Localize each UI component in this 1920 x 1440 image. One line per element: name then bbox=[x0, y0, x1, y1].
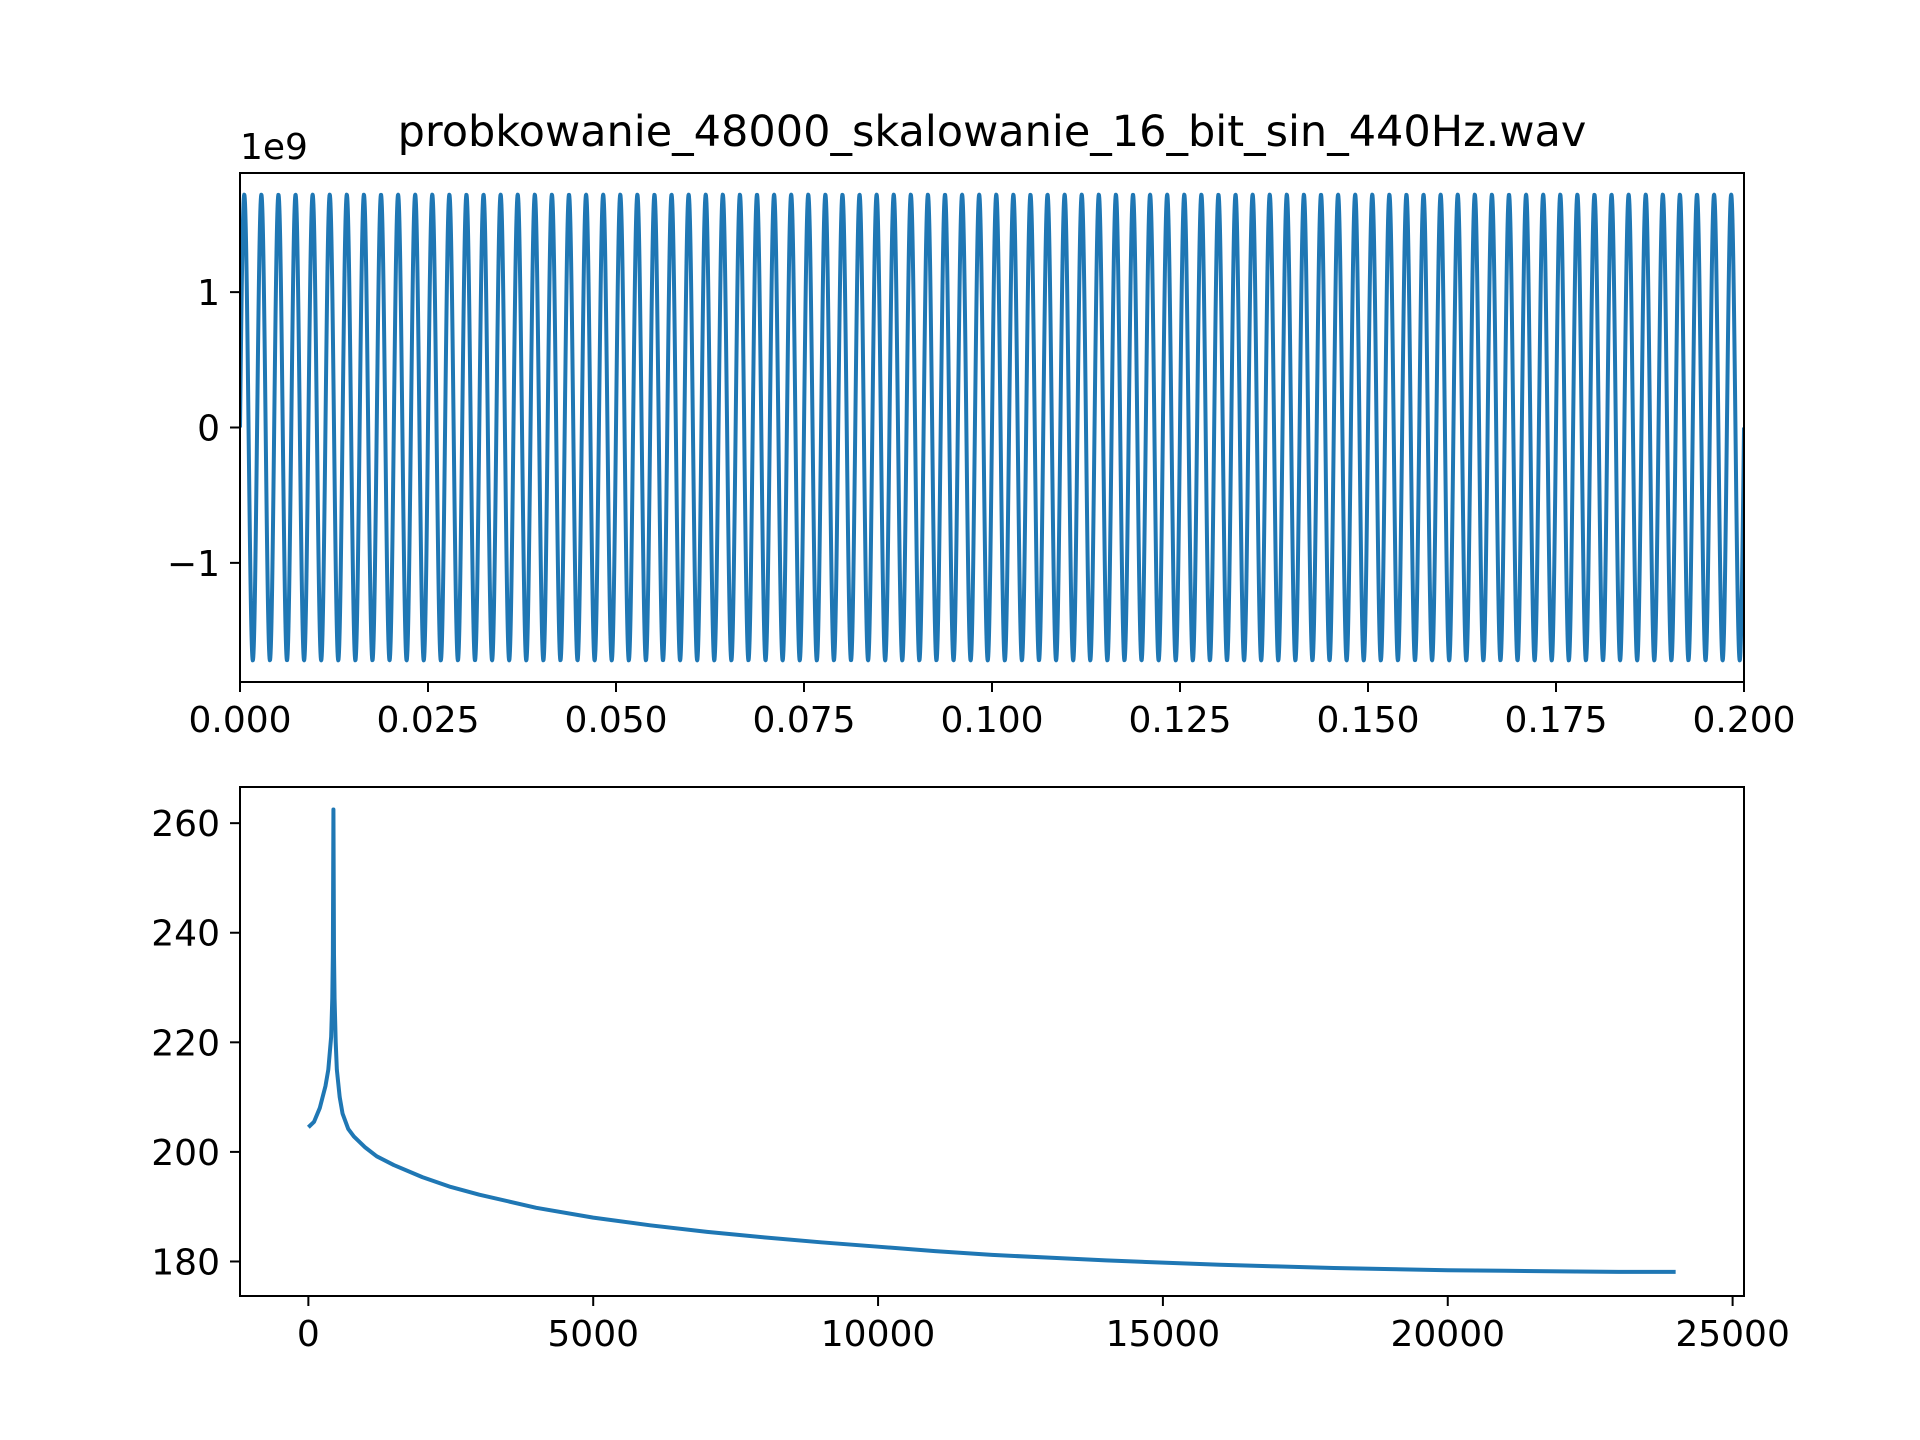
spectrum-y-tick-label: 220 bbox=[151, 1023, 220, 1064]
spectrum-y-tick-label: 180 bbox=[151, 1242, 220, 1283]
time-domain-plot: 0.000 0.025 0.050 0.075 0.100 0.125 0.150 0.175… bbox=[167, 107, 1796, 741]
time-domain-x-tick-label: 0.200 bbox=[1692, 700, 1795, 741]
spectrum-y-ticks: 180 200 220 240 260 bbox=[151, 804, 240, 1283]
time-domain-y-tick-label: −1 bbox=[167, 544, 220, 585]
spectrum-x-tick-label: 20000 bbox=[1390, 1314, 1505, 1355]
spectrum-plot: 0 5000 10000 15000 20000 25000 180 200 220 240 26… bbox=[151, 786, 1790, 1355]
time-domain-y-tick-label: 0 bbox=[197, 409, 220, 450]
spectrum-x-tick-label: 15000 bbox=[1106, 1314, 1221, 1355]
time-domain-series-line-0 bbox=[240, 192, 1744, 663]
spectrum-x-tick-label: 5000 bbox=[547, 1314, 639, 1355]
spectrum-x-tick-label: 0 bbox=[297, 1314, 320, 1355]
time-domain-x-tick-label: 0.150 bbox=[1316, 700, 1419, 741]
time-domain-x-tick-label: 0.000 bbox=[188, 700, 291, 741]
spectrum-x-tick-label: 10000 bbox=[821, 1314, 936, 1355]
time-domain-x-tick-label: 0.100 bbox=[940, 700, 1043, 741]
time-domain-x-tick-label: 0.050 bbox=[564, 700, 667, 741]
spectrum-y-tick-label: 260 bbox=[151, 804, 220, 845]
spectrum-y-tick-label: 200 bbox=[151, 1133, 220, 1174]
time-domain-y-tick-label: 1 bbox=[197, 273, 220, 314]
time-domain-y-ticks: −1 0 1 bbox=[167, 273, 240, 585]
waveform-series-group bbox=[240, 192, 1744, 663]
spectrum-x-tick-label: 25000 bbox=[1675, 1314, 1790, 1355]
time-domain-x-tick-label: 0.025 bbox=[376, 700, 479, 741]
chart-title: probkowanie_48000_skalowanie_16_bit_sin_… bbox=[398, 107, 1587, 157]
time-domain-x-ticks: 0.000 0.025 0.050 0.075 0.100 0.125 0.150 0.175… bbox=[188, 682, 1796, 741]
spectrum-y-tick-label: 240 bbox=[151, 914, 220, 955]
time-domain-x-tick-label: 0.075 bbox=[752, 700, 855, 741]
spectrum-series-line-0 bbox=[306, 807, 1676, 1274]
y-offset-text: 1e9 bbox=[240, 127, 308, 168]
time-domain-x-tick-label: 0.125 bbox=[1128, 700, 1231, 741]
spectrum-x-ticks: 0 5000 10000 15000 20000 25000 bbox=[297, 1296, 1790, 1355]
time-domain-x-tick-label: 0.175 bbox=[1504, 700, 1607, 741]
spectrum-series-group bbox=[306, 807, 1676, 1274]
